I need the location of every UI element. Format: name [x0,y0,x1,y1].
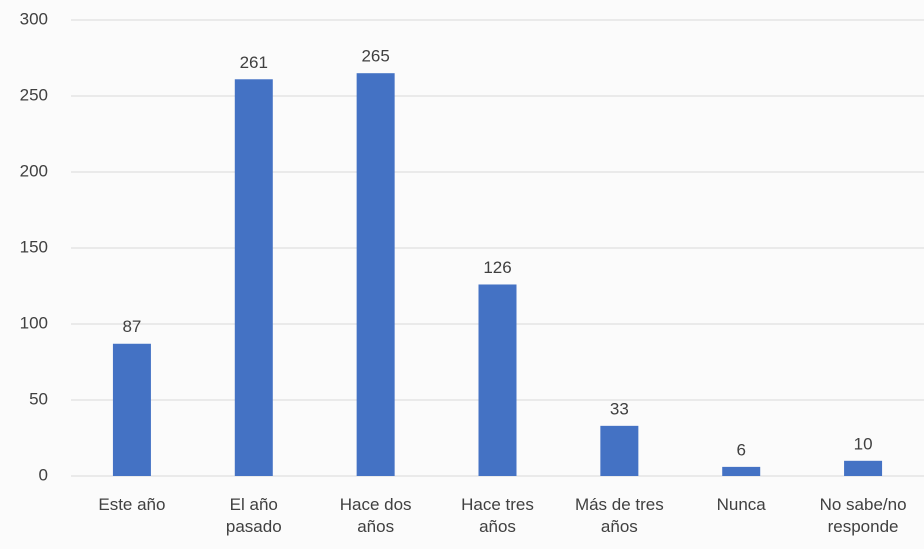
bar [600,426,638,476]
value-label: 265 [361,47,389,66]
plot: 0 50 100 150 200 250 300 87 261 265 126 33 6 10 [0,0,924,549]
y-tick-label: 50 [29,389,48,408]
x-tick-label: Hace dos años [324,494,428,538]
y-tick-label: 100 [20,313,48,332]
value-label: 33 [610,399,629,418]
value-label: 126 [483,258,511,277]
bar [844,461,882,476]
bar [357,73,395,476]
bar [113,344,151,476]
y-tick-label: 250 [20,85,48,104]
value-label: 261 [240,53,268,72]
chart: 0 50 100 150 200 250 300 87 261 265 126 33 6 10 Este … [0,0,924,549]
x-tick-label: No sabe/no responde [811,494,915,538]
y-tick-label: 200 [20,161,48,180]
bar [722,467,760,476]
x-tick-label: Nunca [689,494,793,516]
value-label: 87 [122,317,141,336]
x-tick-label: El año pasado [202,494,306,538]
y-tick-label: 300 [20,9,48,28]
value-label: 10 [854,434,873,453]
x-tick-label: Hace tres años [446,494,550,538]
value-label: 6 [736,440,745,459]
y-tick-label: 0 [39,465,48,484]
y-tick-label: 150 [20,237,48,256]
bar [479,284,517,476]
bar [235,79,273,476]
x-tick-label: Más de tres años [567,494,671,538]
x-tick-label: Este año [80,494,184,516]
